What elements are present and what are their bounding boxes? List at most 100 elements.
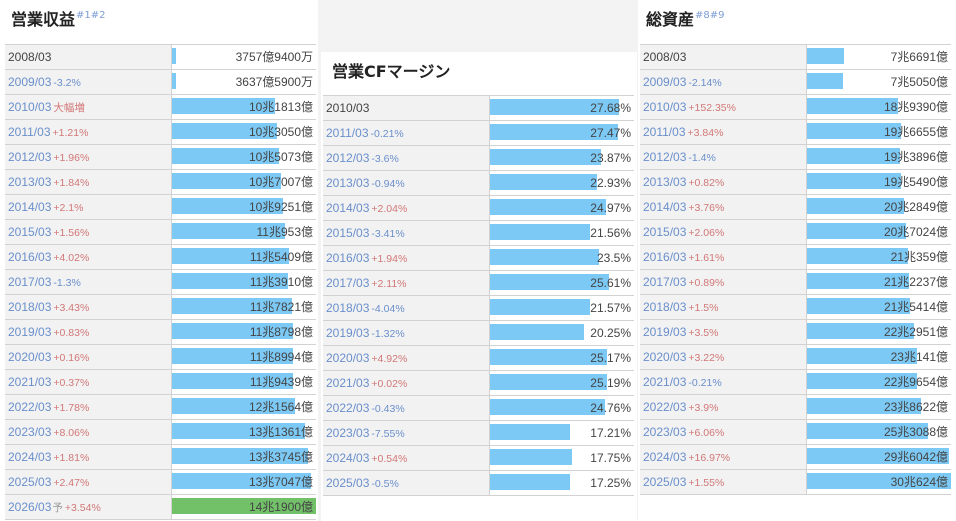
yoy-change: +3.5%: [688, 327, 719, 339]
value-cell: 23.5%: [490, 246, 634, 270]
value-cell: 17.21%: [490, 421, 634, 445]
yoy-change: +3.84%: [687, 127, 724, 139]
fiscal-year-label: 2024/03: [326, 451, 370, 465]
value-bar: [490, 249, 599, 265]
value-cell: 20兆2849億: [807, 195, 951, 219]
table-row: 2022/03 +1.78% 12兆1564億: [5, 395, 316, 420]
year-cell: 2010/03 大幅増: [5, 95, 172, 119]
fiscal-year-label: 2010/03: [8, 100, 52, 114]
year-cell: 2011/03 +1.21%: [5, 120, 172, 144]
fiscal-year-label: 2014/03: [643, 200, 687, 214]
value-bar: [172, 73, 176, 89]
footnote-ref[interactable]: #1#2: [76, 10, 106, 21]
yoy-change: -2.14%: [688, 77, 722, 89]
value-cell: 19兆5490億: [807, 170, 951, 194]
yoy-change: -0.5%: [371, 478, 399, 490]
year-cell: 2009/03 -2.14%: [640, 70, 807, 94]
operating-revenue-table: 2008/03 3757億9400万 2009/03 -3.2% 3637億5900万 2…: [5, 44, 316, 520]
value-label: 11兆953億: [256, 225, 313, 239]
fiscal-year-label: 2017/03: [643, 275, 687, 289]
value-label: 25.17%: [590, 351, 631, 365]
table-row: 2013/03 -0.94% 22.93%: [323, 171, 634, 196]
value-label: 10兆7007億: [248, 175, 313, 189]
yoy-change: -3.2%: [53, 77, 81, 89]
panel-title-text: 総資産: [646, 10, 695, 29]
fiscal-year-label: 2008/03: [643, 50, 687, 64]
year-cell: 2023/03 +6.06%: [640, 420, 807, 444]
value-bar: [490, 449, 572, 465]
year-cell: 2016/03 +1.61%: [640, 245, 807, 269]
year-cell: 2015/03 -3.41%: [323, 221, 490, 245]
footnote-ref[interactable]: #8#9: [695, 10, 725, 21]
table-row: 2019/03 -1.32% 20.25%: [323, 321, 634, 346]
fiscal-year-label: 2021/03: [643, 375, 687, 389]
value-label: 30兆624億: [890, 475, 948, 489]
year-cell: 2010/03 +152.35%: [640, 95, 807, 119]
value-cell: 13兆3745億: [172, 445, 316, 469]
yoy-change: +1.94%: [371, 253, 408, 265]
year-cell: 2022/03 +3.9%: [640, 395, 807, 419]
value-label: 13兆7047億: [248, 475, 313, 489]
value-label: 21兆2237億: [883, 275, 948, 289]
value-label: 21兆359億: [890, 250, 948, 264]
fiscal-year-label: 2012/03: [8, 150, 52, 164]
year-cell: 2025/03 +2.47%: [5, 470, 172, 494]
yoy-change: +3.54%: [64, 502, 101, 514]
fiscal-year-label: 2023/03: [326, 426, 370, 440]
table-row: 2023/03 +6.06% 25兆3088億: [640, 420, 951, 445]
fiscal-year-label: 2024/03: [8, 450, 52, 464]
value-bar: [807, 273, 909, 289]
fiscal-year-label: 2026/03: [8, 500, 52, 514]
value-cell: 20.25%: [490, 321, 634, 345]
operating-cf-margin-table: 2010/03 27.68% 2011/03 -0.21% 27.47% 2012/03-…: [323, 95, 634, 496]
table-row: 2011/03 -0.21% 27.47%: [323, 121, 634, 146]
value-bar: [807, 348, 917, 364]
table-row: 2024/03 +16.97% 29兆6042億: [640, 445, 951, 470]
year-cell: 2015/03 +2.06%: [640, 220, 807, 244]
value-bar: [807, 323, 914, 339]
value-label: 10兆3050億: [248, 125, 313, 139]
yoy-change: -0.21%: [370, 128, 404, 140]
total-assets-table: 2008/03 7兆6691億 2009/03 -2.14% 7兆5050億 2010/0…: [640, 44, 951, 495]
value-label: 25兆3088億: [883, 425, 948, 439]
value-bar: [807, 173, 901, 189]
table-row: 2023/03 -7.55% 17.21%: [323, 421, 634, 446]
table-row: 2009/03 -3.2% 3637億5900万: [5, 70, 316, 95]
year-cell: 2024/03 +16.97%: [640, 445, 807, 469]
table-row: 2017/03 +2.11% 25.61%: [323, 271, 634, 296]
operating-revenue-title: 営業収益#1#2: [11, 6, 106, 30]
value-cell: 22.93%: [490, 171, 634, 195]
value-bar: [172, 473, 311, 489]
yoy-change: +2.1%: [53, 202, 84, 214]
value-label: 3637億5900万: [235, 75, 313, 89]
value-label: 11兆8798億: [249, 325, 313, 339]
table-row: 2019/03 +3.5% 22兆2951億: [640, 320, 951, 345]
total-assets-title: 総資産#8#9: [646, 6, 725, 30]
value-label: 10兆1813億: [248, 100, 313, 114]
value-cell: 24.97%: [490, 196, 634, 220]
value-label: 17.25%: [590, 476, 631, 490]
value-cell: 13兆1361億: [172, 420, 316, 444]
value-cell: 30兆624億: [807, 470, 951, 494]
year-cell: 2020/03 +0.16%: [5, 345, 172, 369]
table-row: 2026/03予 +3.54% 14兆1900億: [5, 495, 316, 520]
table-row: 2024/03 +0.54% 17.75%: [323, 446, 634, 471]
table-row: 2024/03 +1.81% 13兆3745億: [5, 445, 316, 470]
fiscal-year-label: 2018/03: [8, 300, 52, 314]
year-cell: 2019/03 +0.83%: [5, 320, 172, 344]
fiscal-year-label: 2016/03: [8, 250, 52, 264]
value-label: 19兆3896億: [883, 150, 948, 164]
value-cell: 23兆8622億: [807, 395, 951, 419]
value-bar: [172, 348, 293, 364]
value-bar: [490, 199, 606, 215]
table-row: 2011/03 +1.21% 10兆3050億: [5, 120, 316, 145]
year-cell: 2013/03 -0.94%: [323, 171, 490, 195]
value-label: 10兆9251億: [248, 200, 313, 214]
value-bar: [172, 48, 176, 64]
yoy-change: +0.37%: [53, 377, 90, 389]
fiscal-year-label: 2015/03: [643, 225, 687, 239]
table-row: 2012/03 -3.6% 23.87%: [323, 146, 634, 171]
table-row: 2010/03 27.68%: [323, 96, 634, 121]
fiscal-year-label: 2016/03: [326, 251, 370, 265]
value-bar: [172, 98, 275, 114]
